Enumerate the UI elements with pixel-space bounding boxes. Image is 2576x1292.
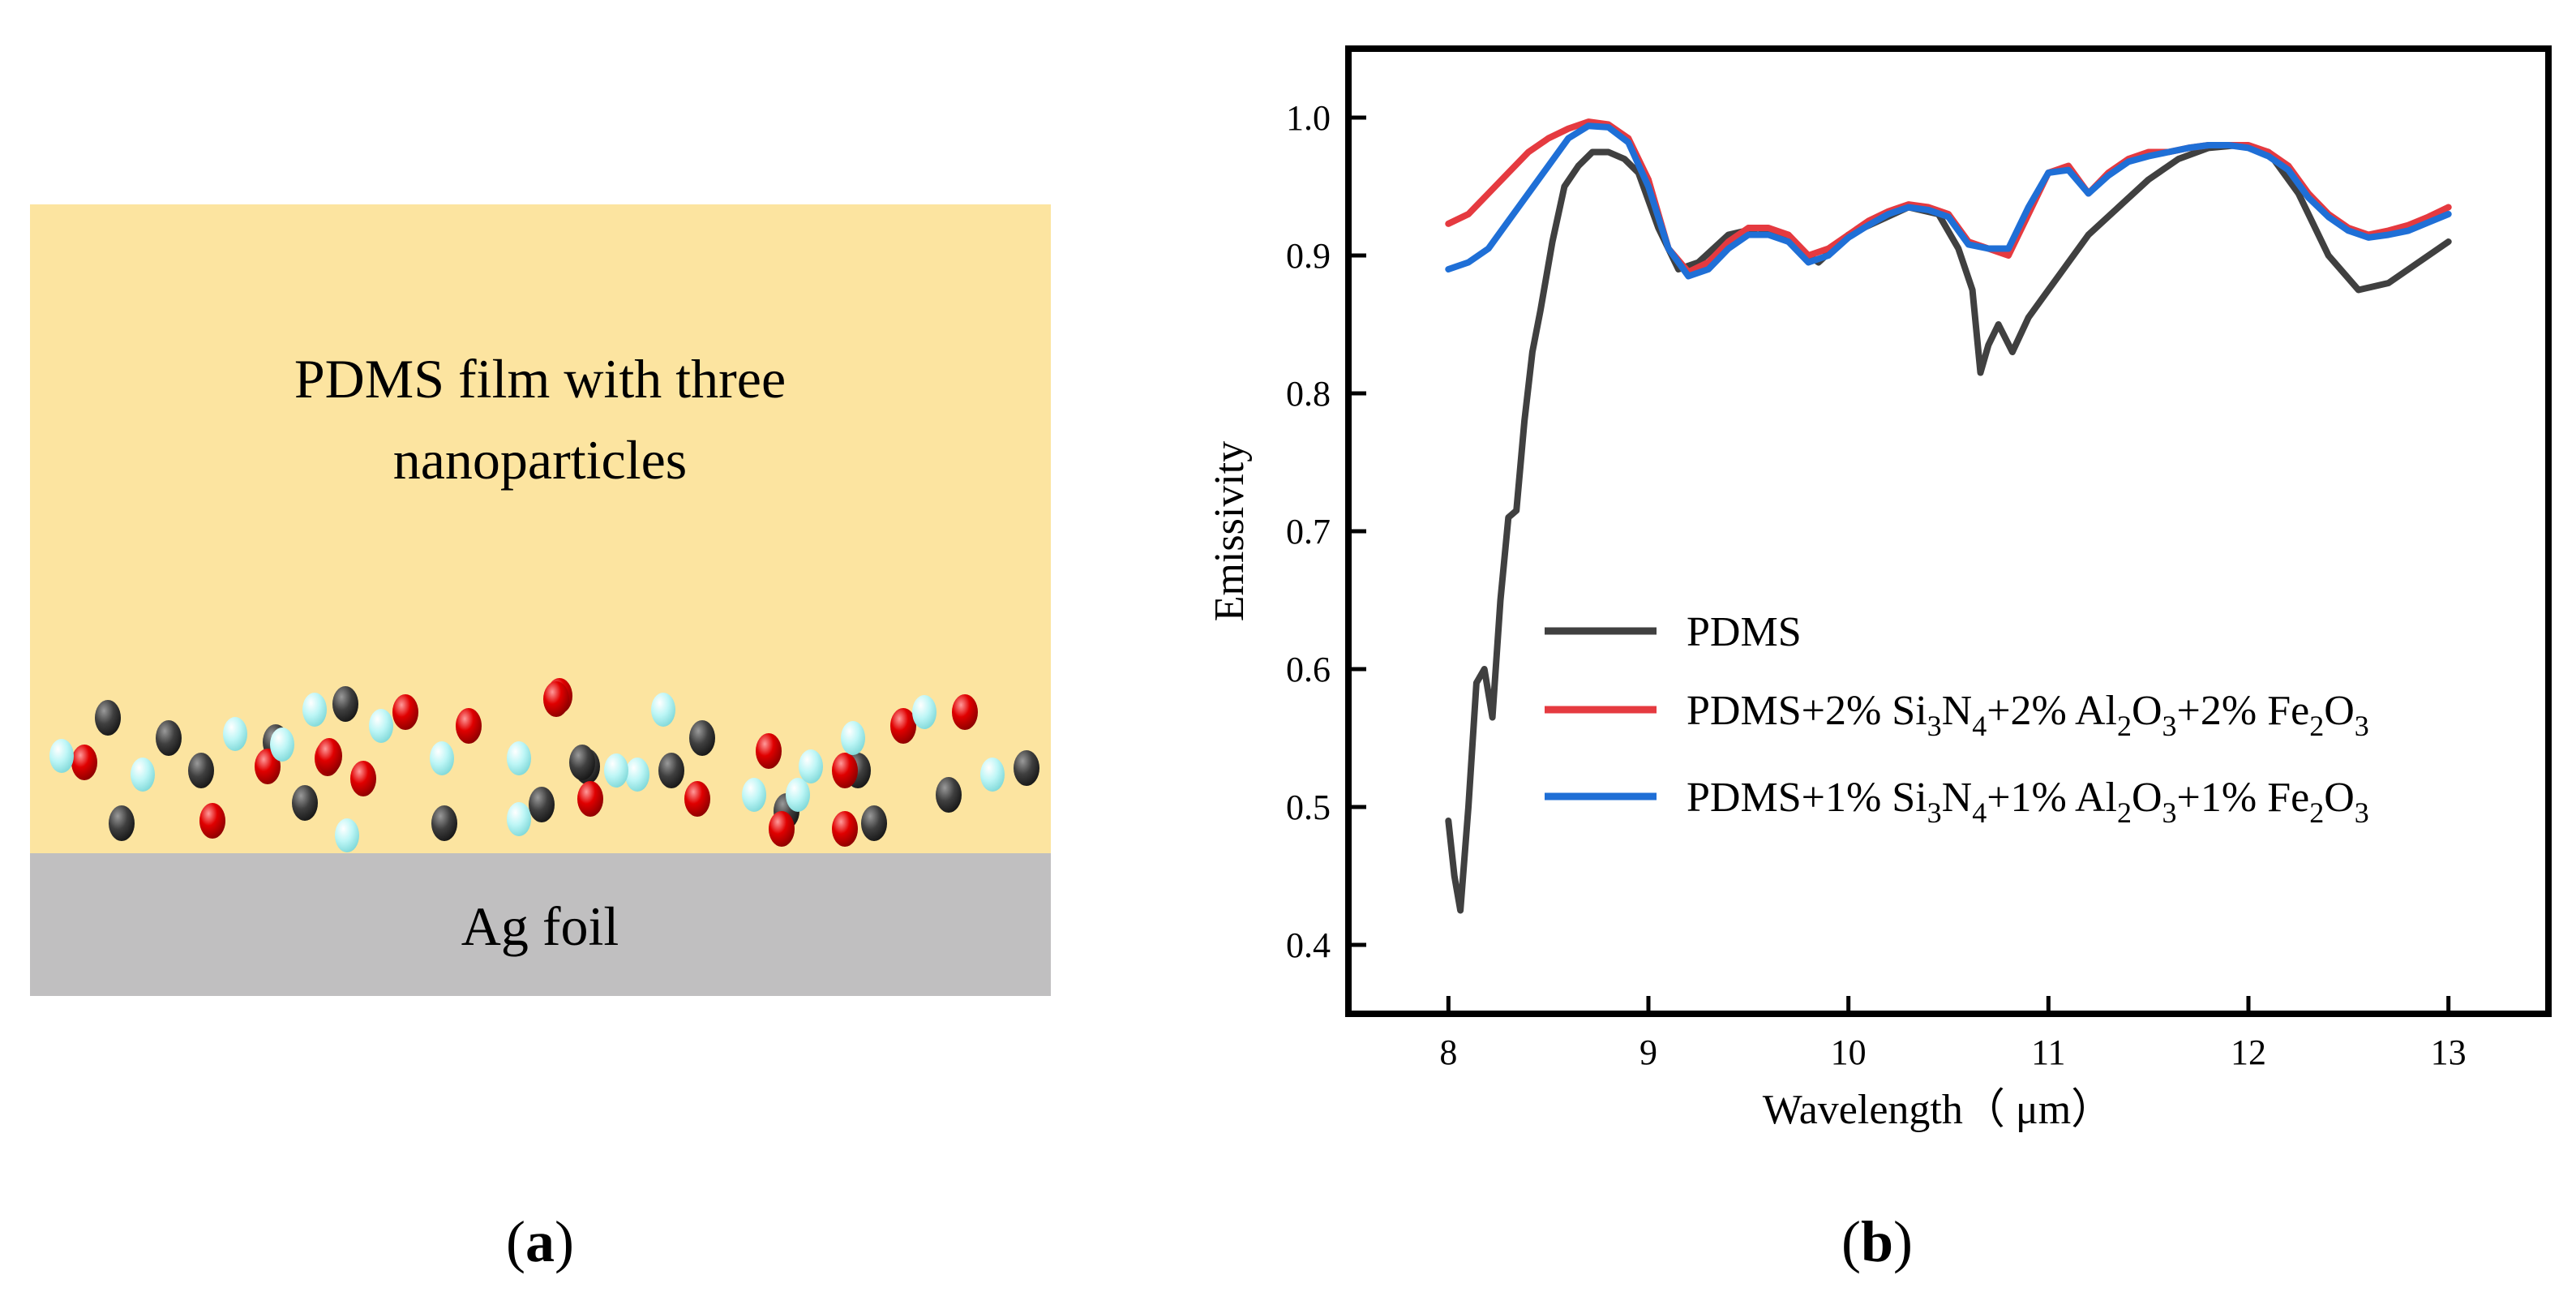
nanoparticle-cyan (980, 758, 1005, 792)
x-tick-label: 11 (2031, 1032, 2065, 1072)
nanoparticle-cyan (49, 739, 74, 773)
nanoparticle-layer (49, 678, 1039, 852)
x-tick-label: 12 (2231, 1032, 2266, 1072)
nanoparticle-red (769, 811, 795, 847)
y-tick-label: 0.6 (1286, 650, 1331, 689)
data-series (1445, 118, 2452, 914)
nanoparticle-dark (109, 805, 135, 841)
nanoparticle-cyan (507, 802, 531, 836)
nanoparticle-dark (689, 720, 715, 756)
y-tick-label: 0.8 (1286, 374, 1331, 414)
nanoparticle-red (255, 749, 281, 784)
x-tick-label: 9 (1639, 1032, 1657, 1072)
nanoparticle-cyan (270, 728, 294, 762)
nanoparticle-cyan (742, 778, 766, 812)
x-tick-label: 10 (1831, 1032, 1867, 1072)
nanoparticle-cyan (507, 741, 531, 775)
nanoparticle-cyan (131, 758, 155, 792)
nanoparticle-cyan (799, 749, 823, 783)
x-axis-label: Wavelength（ μm） (1763, 1087, 2113, 1133)
nanoparticle-red (316, 738, 342, 774)
pdms-film-layer (30, 204, 1051, 853)
y-axis-label: Emissivity (1207, 441, 1253, 621)
y-tick-label: 1.0 (1286, 98, 1331, 138)
caption-a-letter: a (525, 1209, 555, 1274)
legend-label-3: PDMS+1% Si3N4+1% Al2O3+1% Fe2O3 (1687, 775, 2369, 829)
y-axis-ticks: 0.4 0.5 0.6 0.7 0.8 0.9 1.0 (1286, 98, 1366, 965)
panel-b-chart: 0.4 0.5 0.6 0.7 0.8 0.9 1.0 8 9 10 11 12 13 Emissiv… (1207, 45, 2552, 1274)
legend: PDMS PDMS+2% Si3N4+2% Al2O3+2% Fe2O3 PDMS+… (1545, 609, 2369, 829)
nanoparticle-dark (569, 745, 595, 780)
nanoparticle-cyan (625, 758, 649, 792)
nanoparticle-red (543, 681, 569, 717)
caption-a: (a) (506, 1209, 574, 1274)
nanoparticle-dark (936, 777, 962, 813)
nanoparticle-dark (332, 686, 358, 722)
nanoparticle-cyan (841, 721, 865, 755)
y-tick-label: 0.7 (1286, 512, 1331, 552)
nanoparticle-red (952, 694, 978, 730)
nanoparticle-red (456, 708, 482, 744)
nanoparticle-red (756, 733, 782, 769)
nanoparticle-cyan (369, 709, 393, 743)
series-line-3 (1445, 122, 2452, 280)
nanoparticle-cyan (430, 741, 454, 775)
nanoparticle-cyan (604, 753, 628, 788)
nanoparticle-dark (861, 805, 887, 841)
nanoparticle-red (832, 753, 858, 788)
nanoparticle-dark (188, 753, 214, 788)
series-line-1 (1445, 142, 2452, 914)
x-tick-label: 8 (1439, 1032, 1457, 1072)
y-tick-label: 0.5 (1286, 788, 1331, 827)
x-tick-label: 13 (2431, 1032, 2467, 1072)
nanoparticle-red (577, 781, 603, 817)
nanoparticle-dark (1014, 750, 1039, 786)
film-label-line2: nanoparticles (393, 429, 688, 491)
nanoparticle-red (392, 694, 418, 730)
nanoparticle-dark (95, 700, 121, 736)
caption-b: (b) (1841, 1209, 1913, 1274)
nanoparticle-red (684, 781, 710, 817)
plot-frame (1345, 45, 2552, 1017)
nanoparticle-cyan (223, 717, 247, 751)
nanoparticle-cyan (335, 818, 359, 852)
panel-a: PDMS film with three nanoparticles Ag fo… (30, 204, 1051, 1274)
nanoparticle-dark (431, 805, 457, 841)
legend-label-2: PDMS+2% Si3N4+2% Al2O3+2% Fe2O3 (1687, 688, 2369, 742)
nanoparticle-dark (292, 785, 318, 821)
caption-b-letter: b (1861, 1209, 1893, 1274)
nanoparticle-dark (658, 753, 684, 788)
nanoparticle-red (71, 745, 97, 780)
nanoparticle-cyan (302, 693, 327, 727)
nanoparticle-dark (156, 720, 182, 756)
nanoparticle-red (350, 761, 376, 796)
nanoparticle-red (199, 803, 225, 839)
y-tick-label: 0.4 (1286, 925, 1331, 965)
nanoparticle-cyan (912, 695, 937, 729)
nanoparticle-red (890, 708, 916, 744)
film-label-line1: PDMS film with three (294, 348, 786, 410)
ag-foil-layer (30, 853, 1051, 996)
nanoparticle-cyan (786, 778, 810, 812)
nanoparticle-red (832, 811, 858, 847)
ag-foil-label: Ag foil (461, 895, 619, 957)
legend-label-1: PDMS (1687, 609, 1802, 655)
nanoparticle-cyan (651, 693, 675, 727)
nanoparticle-dark (529, 787, 555, 822)
y-tick-label: 0.9 (1286, 236, 1331, 276)
x-axis-ticks: 8 9 10 11 12 13 (1439, 996, 2467, 1072)
